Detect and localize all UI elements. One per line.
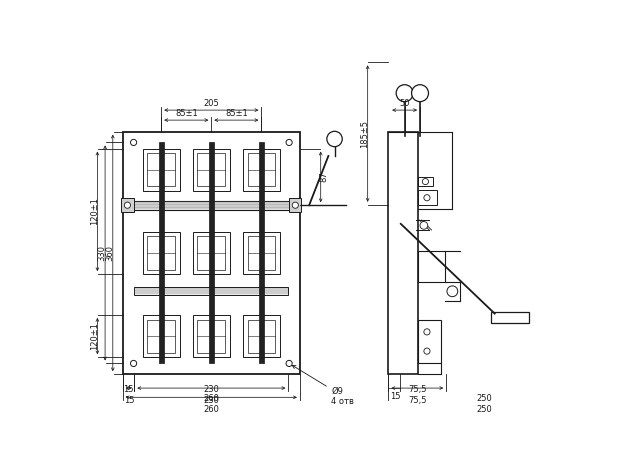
Bar [247, 320, 275, 353]
Text: 330: 330 [98, 245, 107, 261]
Bar [134, 287, 288, 295]
Text: 87: 87 [319, 171, 328, 182]
Bar [143, 149, 180, 191]
Circle shape [327, 131, 342, 147]
Circle shape [286, 140, 292, 146]
Text: 50: 50 [399, 99, 410, 108]
Circle shape [422, 178, 428, 185]
Bar [198, 237, 225, 269]
Bar [243, 149, 280, 191]
Bar [148, 237, 175, 269]
Bar [289, 198, 302, 212]
Text: 360: 360 [105, 245, 114, 261]
Text: 260: 260 [203, 395, 220, 403]
Bar [158, 142, 164, 364]
Text: 120±1: 120±1 [90, 197, 99, 225]
Bar [193, 315, 230, 357]
Bar [198, 320, 225, 353]
Bar [148, 153, 175, 186]
Bar [193, 232, 230, 274]
Text: 15: 15 [124, 396, 135, 405]
Text: 85±1: 85±1 [225, 109, 248, 118]
Circle shape [424, 348, 430, 354]
Bar [259, 142, 264, 364]
Circle shape [420, 222, 428, 229]
Bar [491, 312, 529, 323]
Bar [247, 237, 275, 269]
Circle shape [424, 195, 430, 201]
Text: 75,5: 75,5 [408, 385, 427, 394]
Text: 250: 250 [477, 395, 493, 403]
Bar [418, 251, 445, 282]
Circle shape [424, 329, 430, 335]
Circle shape [124, 202, 131, 208]
Circle shape [131, 360, 137, 366]
Bar [143, 315, 180, 357]
Bar [418, 320, 441, 363]
Text: 185±5: 185±5 [360, 120, 369, 147]
Bar [389, 132, 418, 374]
Bar [121, 198, 134, 212]
Text: 15: 15 [390, 392, 401, 401]
Text: 250: 250 [477, 405, 493, 414]
Text: 205: 205 [203, 99, 219, 108]
Text: 230: 230 [203, 385, 220, 394]
Circle shape [447, 286, 457, 297]
Text: 85±1: 85±1 [175, 109, 198, 118]
Text: 230: 230 [203, 396, 220, 405]
Circle shape [286, 360, 292, 366]
Circle shape [396, 85, 413, 102]
Text: 120±1: 120±1 [90, 322, 99, 350]
Bar [418, 177, 433, 186]
Bar [123, 132, 300, 374]
Circle shape [411, 85, 428, 102]
Bar [243, 315, 280, 357]
Circle shape [292, 202, 298, 208]
Bar [129, 201, 294, 210]
Bar [143, 232, 180, 274]
Bar [243, 232, 280, 274]
Text: 15: 15 [123, 385, 134, 394]
Circle shape [131, 140, 137, 146]
Text: 75,5: 75,5 [408, 396, 427, 405]
Text: 260: 260 [203, 405, 220, 414]
Bar [418, 190, 437, 206]
Bar [209, 142, 214, 364]
Bar [193, 149, 230, 191]
Bar [198, 153, 225, 186]
Text: Ø9
4 отв: Ø9 4 отв [292, 365, 355, 406]
Bar [247, 153, 275, 186]
Bar [148, 320, 175, 353]
